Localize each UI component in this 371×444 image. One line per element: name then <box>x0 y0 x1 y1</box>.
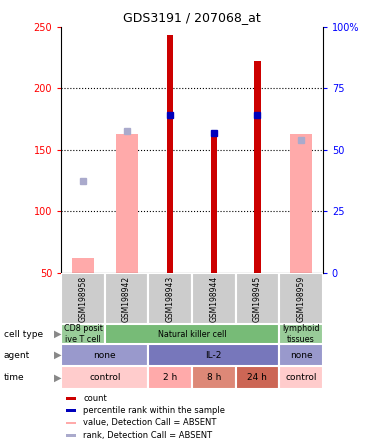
Bar <box>61 324 105 344</box>
Text: GSM198959: GSM198959 <box>296 275 305 322</box>
Bar <box>66 421 76 424</box>
Text: ▶: ▶ <box>54 373 61 382</box>
Text: GSM198943: GSM198943 <box>166 275 175 322</box>
Text: GSM198944: GSM198944 <box>209 275 218 322</box>
Bar <box>66 434 76 436</box>
Text: percentile rank within the sample: percentile rank within the sample <box>83 406 226 415</box>
Bar <box>192 273 236 324</box>
Text: 2 h: 2 h <box>163 373 177 382</box>
Text: GSM198945: GSM198945 <box>253 275 262 322</box>
Bar <box>66 409 76 412</box>
Text: ▶: ▶ <box>54 329 61 339</box>
Text: lymphoid
tissues: lymphoid tissues <box>282 325 320 344</box>
Text: GSM198958: GSM198958 <box>79 276 88 321</box>
Bar <box>290 134 312 273</box>
Text: none: none <box>290 351 312 360</box>
Bar <box>279 324 323 344</box>
Text: 8 h: 8 h <box>207 373 221 382</box>
Title: GDS3191 / 207068_at: GDS3191 / 207068_at <box>123 11 261 24</box>
Text: ▶: ▶ <box>54 350 61 360</box>
Text: cell type: cell type <box>4 329 43 339</box>
Text: value, Detection Call = ABSENT: value, Detection Call = ABSENT <box>83 418 217 428</box>
Bar <box>66 397 76 400</box>
Bar <box>236 273 279 324</box>
Bar <box>279 273 323 324</box>
Text: IL-2: IL-2 <box>206 351 222 360</box>
Bar <box>72 258 94 273</box>
Bar <box>61 366 148 388</box>
Bar <box>254 61 261 273</box>
Text: time: time <box>4 373 24 382</box>
Text: 24 h: 24 h <box>247 373 267 382</box>
Text: Natural killer cell: Natural killer cell <box>158 329 226 339</box>
Text: control: control <box>285 373 317 382</box>
Bar <box>148 344 279 366</box>
Text: none: none <box>93 351 116 360</box>
Bar <box>105 273 148 324</box>
Bar <box>148 366 192 388</box>
Bar <box>279 366 323 388</box>
Bar <box>192 366 236 388</box>
Bar <box>148 273 192 324</box>
Text: CD8 posit
ive T cell: CD8 posit ive T cell <box>63 325 102 344</box>
Bar <box>279 344 323 366</box>
Bar <box>105 324 279 344</box>
Text: agent: agent <box>4 351 30 360</box>
Bar <box>61 344 148 366</box>
Bar <box>236 366 279 388</box>
Bar <box>116 134 138 273</box>
Text: count: count <box>83 394 107 403</box>
Text: GSM198942: GSM198942 <box>122 276 131 321</box>
Text: control: control <box>89 373 121 382</box>
Bar <box>210 131 217 273</box>
Bar <box>167 35 174 273</box>
Bar <box>61 273 105 324</box>
Text: rank, Detection Call = ABSENT: rank, Detection Call = ABSENT <box>83 431 213 440</box>
